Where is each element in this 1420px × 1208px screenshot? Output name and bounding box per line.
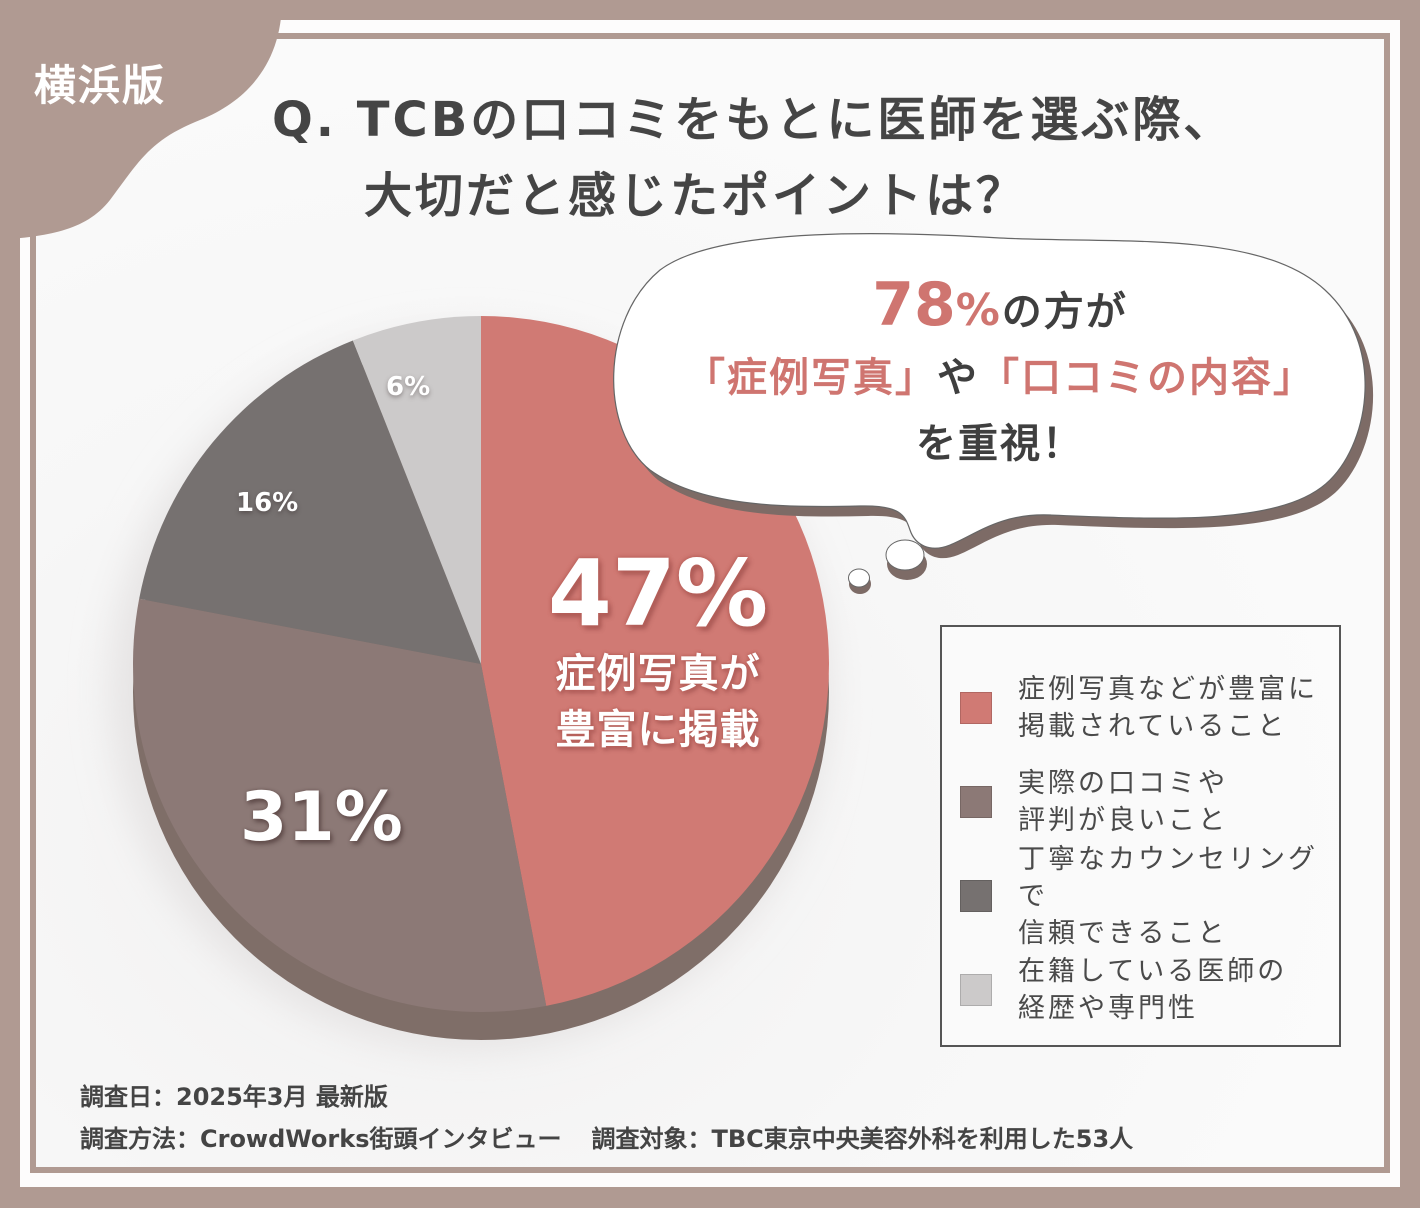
legend-swatch-counseling <box>960 880 992 912</box>
legend-label: 丁寧なカウンセリングで 信頼できること <box>1018 843 1318 949</box>
corner-badge-shape <box>0 0 282 240</box>
question-title: Q. TCBの口コミをもとに医師を選ぶ際、 大切だと感じたポイントは？ <box>272 82 1372 234</box>
slice-label-47-line-1: 症例写真が <box>555 651 761 697</box>
callout-percent: 78 <box>872 270 956 340</box>
legend-item: 在籍している医師の 経歴や専門性 <box>960 943 1339 1037</box>
callout-line-1-suffix: の方が <box>1001 289 1128 335</box>
legend-label: 実際の口コミや 評判が良いこと <box>1018 768 1228 836</box>
thought-bubble <box>613 233 1374 594</box>
legend-swatch-photos <box>960 692 992 724</box>
slice-label-16: 16% <box>236 488 299 518</box>
callout-percent-sign: % <box>955 285 1002 336</box>
survey-footer: 調査日：2025年3月 最新版 調査方法：CrowdWorks街頭インタビュー調… <box>80 1076 1133 1160</box>
callout-line-3: を重視！ <box>916 421 1084 467</box>
callout-connector: や <box>937 355 979 401</box>
slice-label-6: 6% <box>386 372 431 402</box>
pie-slice-reviews <box>132 598 547 1012</box>
slice-label-47-line-2: 豊富に掲載 <box>555 707 761 753</box>
survey-method: 調査方法：CrowdWorks街頭インタビュー <box>80 1125 562 1153</box>
title-line-1: Q. TCBの口コミをもとに医師を選ぶ際、 <box>272 92 1235 148</box>
legend-item: 実際の口コミや 評判が良いこと <box>960 755 1339 849</box>
legend-item: 症例写真などが豊富に 掲載されていること <box>960 661 1339 755</box>
survey-date: 調査日：2025年3月 最新版 <box>80 1083 388 1111</box>
survey-target: 調査対象：TBC東京中央美容外科を利用した53人 <box>591 1125 1134 1153</box>
pie-slice-doctor-career <box>352 316 481 664</box>
legend-swatch-doctor-career <box>960 974 992 1006</box>
slice-label-31: 31% <box>240 778 403 857</box>
region-badge: 横浜版 <box>34 61 167 110</box>
legend-item: 丁寧なカウンセリングで 信頼できること <box>960 844 1339 949</box>
pie-slice-counseling <box>139 340 481 664</box>
callout-line-1: 78%の方が <box>640 272 1360 345</box>
chart-legend: 症例写真などが豊富に 掲載されていること 実際の口コミや 評判が良いこと 丁寧な… <box>940 625 1341 1047</box>
callout-highlight-photos: 「症例写真」 <box>685 355 937 401</box>
callout-highlight-reviews: 「口コミの内容」 <box>979 355 1315 401</box>
legend-label: 在籍している医師の 経歴や専門性 <box>1018 956 1288 1024</box>
legend-label: 症例写真などが豊富に 掲載されていること <box>1018 674 1318 742</box>
slice-label-47: 47% 症例写真が 豊富に掲載 <box>528 542 788 758</box>
survey-method-target: 調査方法：CrowdWorks街頭インタビュー 調査対象：TBC東京中央美容外科を… <box>80 1118 1133 1160</box>
callout-text: 78%の方が 「症例写真」や「口コミの内容」 を重視！ <box>640 272 1360 477</box>
slice-label-47-value: 47% <box>547 540 769 647</box>
callout-line-2: 「症例写真」や「口コミの内容」 <box>640 345 1360 411</box>
legend-swatch-reviews <box>960 786 992 818</box>
title-line-2: 大切だと感じたポイントは？ <box>364 168 1028 224</box>
